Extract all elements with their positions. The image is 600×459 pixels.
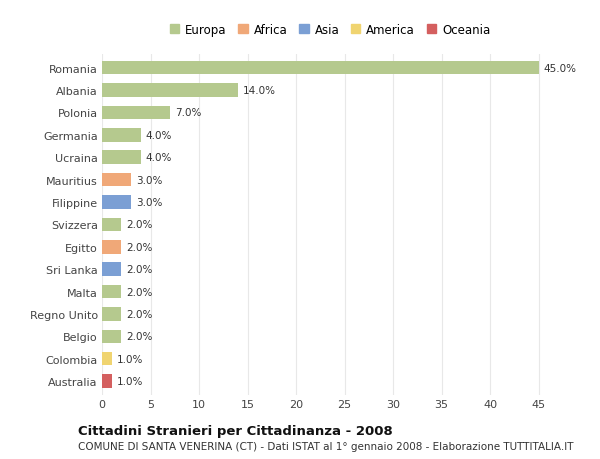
Bar xyxy=(102,174,131,187)
Text: COMUNE DI SANTA VENERINA (CT) - Dati ISTAT al 1° gennaio 2008 - Elaborazione TUT: COMUNE DI SANTA VENERINA (CT) - Dati IST… xyxy=(78,441,574,451)
Bar xyxy=(102,151,141,165)
Text: 2.0%: 2.0% xyxy=(126,287,152,297)
Bar xyxy=(102,218,121,232)
Bar xyxy=(102,353,112,366)
Text: 3.0%: 3.0% xyxy=(136,175,163,185)
Text: 2.0%: 2.0% xyxy=(126,332,152,341)
Bar xyxy=(102,241,121,254)
Text: 14.0%: 14.0% xyxy=(242,86,275,96)
Text: 4.0%: 4.0% xyxy=(146,130,172,140)
Text: 1.0%: 1.0% xyxy=(116,376,143,386)
Text: 3.0%: 3.0% xyxy=(136,197,163,207)
Bar xyxy=(102,62,539,75)
Text: 2.0%: 2.0% xyxy=(126,309,152,319)
Text: 2.0%: 2.0% xyxy=(126,242,152,252)
Bar xyxy=(102,106,170,120)
Bar xyxy=(102,330,121,343)
Bar xyxy=(102,375,112,388)
Text: 45.0%: 45.0% xyxy=(544,63,577,73)
Bar xyxy=(102,196,131,209)
Text: 2.0%: 2.0% xyxy=(126,264,152,274)
Bar xyxy=(102,308,121,321)
Text: 2.0%: 2.0% xyxy=(126,220,152,230)
Bar xyxy=(102,263,121,276)
Text: 7.0%: 7.0% xyxy=(175,108,201,118)
Text: Cittadini Stranieri per Cittadinanza - 2008: Cittadini Stranieri per Cittadinanza - 2… xyxy=(78,424,393,437)
Bar xyxy=(102,129,141,142)
Text: 4.0%: 4.0% xyxy=(146,153,172,163)
Legend: Europa, Africa, Asia, America, Oceania: Europa, Africa, Asia, America, Oceania xyxy=(170,23,490,37)
Bar xyxy=(102,84,238,97)
Text: 1.0%: 1.0% xyxy=(116,354,143,364)
Bar xyxy=(102,285,121,299)
